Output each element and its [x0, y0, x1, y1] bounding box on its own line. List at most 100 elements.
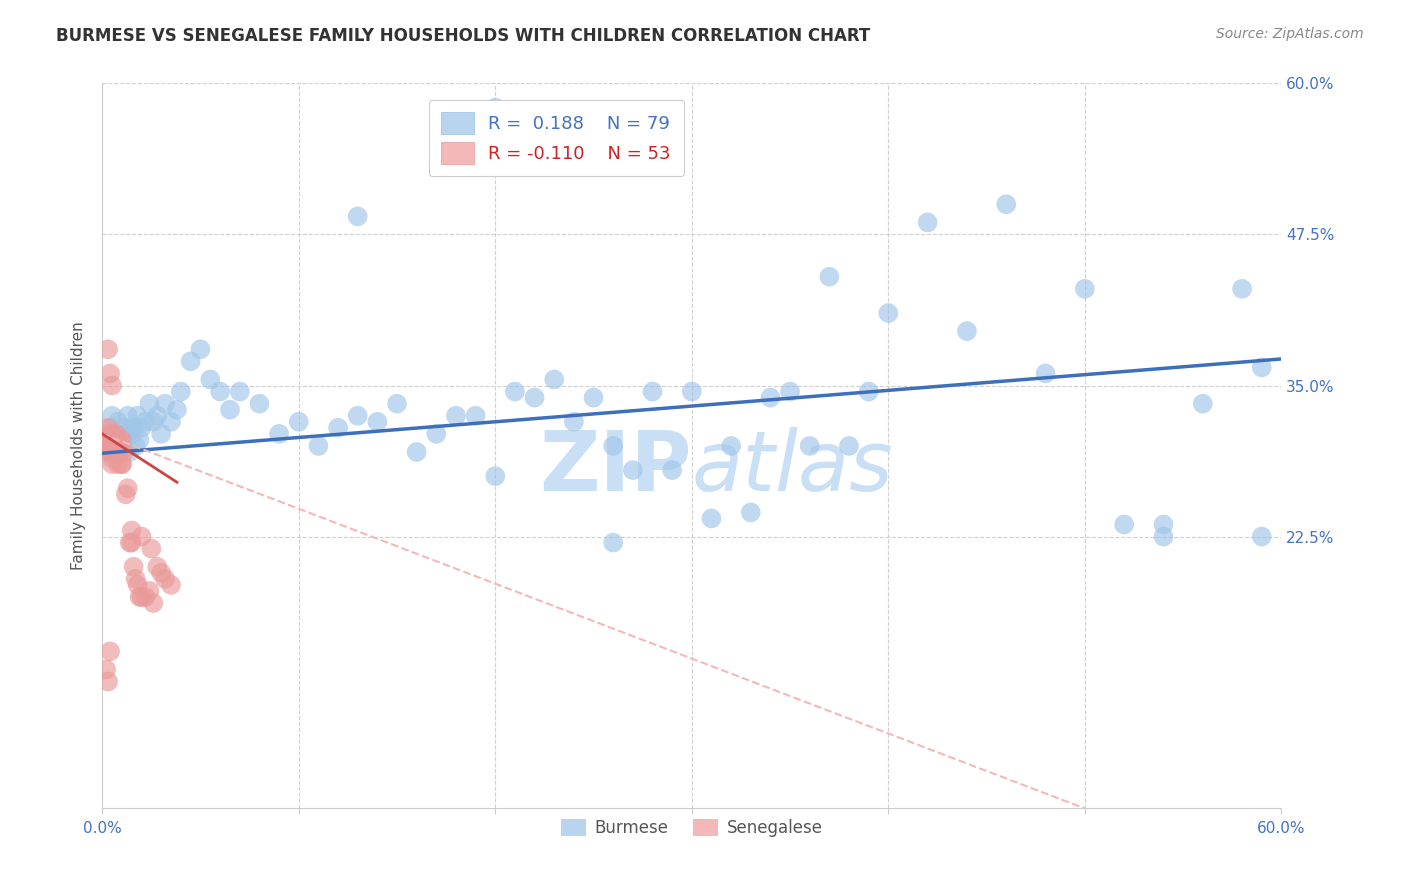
- Point: [153, 572, 176, 586]
- Point: [128, 590, 150, 604]
- Point: [229, 384, 252, 399]
- Point: [562, 415, 585, 429]
- Point: [287, 415, 309, 429]
- Point: [134, 590, 156, 604]
- Point: [740, 505, 762, 519]
- Point: [1114, 517, 1136, 532]
- Point: [108, 433, 131, 447]
- Point: [124, 439, 146, 453]
- Point: [103, 445, 125, 459]
- Point: [103, 439, 125, 453]
- Text: atlas: atlas: [692, 427, 893, 508]
- Point: [104, 439, 127, 453]
- Point: [97, 445, 120, 459]
- Point: [121, 535, 143, 549]
- Point: [94, 426, 117, 441]
- Point: [1074, 282, 1097, 296]
- Point: [385, 397, 408, 411]
- Point: [98, 445, 121, 459]
- Point: [142, 596, 165, 610]
- Point: [107, 445, 129, 459]
- Point: [122, 421, 145, 435]
- Point: [917, 215, 939, 229]
- Point: [543, 372, 565, 386]
- Point: [523, 391, 546, 405]
- Point: [127, 578, 149, 592]
- Point: [759, 391, 782, 405]
- Point: [956, 324, 979, 338]
- Point: [267, 426, 290, 441]
- Point: [108, 433, 131, 447]
- Point: [141, 541, 163, 556]
- Point: [98, 433, 121, 447]
- Point: [111, 439, 134, 453]
- Point: [995, 197, 1018, 211]
- Point: [107, 433, 129, 447]
- Point: [209, 384, 232, 399]
- Point: [112, 421, 135, 435]
- Point: [118, 445, 141, 459]
- Point: [1230, 282, 1253, 296]
- Point: [503, 384, 526, 399]
- Text: ZIP: ZIP: [540, 427, 692, 508]
- Point: [582, 391, 605, 405]
- Point: [131, 530, 153, 544]
- Point: [101, 378, 124, 392]
- Point: [114, 487, 136, 501]
- Legend: Burmese, Senegalese: Burmese, Senegalese: [554, 812, 830, 844]
- Point: [111, 433, 134, 447]
- Point: [118, 535, 141, 549]
- Point: [180, 354, 202, 368]
- Point: [117, 481, 139, 495]
- Point: [97, 674, 120, 689]
- Point: [97, 421, 120, 435]
- Point: [108, 445, 131, 459]
- Point: [146, 409, 169, 423]
- Point: [103, 445, 125, 459]
- Point: [107, 445, 129, 459]
- Point: [838, 439, 860, 453]
- Point: [1191, 397, 1213, 411]
- Point: [858, 384, 880, 399]
- Point: [117, 409, 139, 423]
- Point: [138, 397, 160, 411]
- Point: [700, 511, 723, 525]
- Point: [346, 409, 368, 423]
- Point: [1153, 530, 1175, 544]
- Point: [94, 439, 117, 453]
- Point: [720, 439, 742, 453]
- Point: [131, 590, 153, 604]
- Point: [122, 559, 145, 574]
- Point: [101, 409, 124, 423]
- Point: [134, 415, 156, 429]
- Y-axis label: Family Households with Children: Family Households with Children: [72, 322, 86, 570]
- Point: [661, 463, 683, 477]
- Point: [602, 535, 624, 549]
- Point: [219, 402, 242, 417]
- Point: [425, 426, 447, 441]
- Point: [112, 445, 135, 459]
- Text: BURMESE VS SENEGALESE FAMILY HOUSEHOLDS WITH CHILDREN CORRELATION CHART: BURMESE VS SENEGALESE FAMILY HOUSEHOLDS …: [56, 27, 870, 45]
- Point: [138, 583, 160, 598]
- Point: [160, 578, 183, 592]
- Point: [641, 384, 664, 399]
- Point: [166, 402, 188, 417]
- Point: [114, 426, 136, 441]
- Point: [146, 559, 169, 574]
- Point: [877, 306, 900, 320]
- Point: [1250, 530, 1272, 544]
- Point: [111, 457, 134, 471]
- Point: [93, 433, 115, 447]
- Point: [799, 439, 821, 453]
- Point: [779, 384, 801, 399]
- Point: [1250, 360, 1272, 375]
- Point: [444, 409, 467, 423]
- Point: [818, 269, 841, 284]
- Point: [142, 415, 165, 429]
- Point: [366, 415, 388, 429]
- Point: [131, 421, 153, 435]
- Point: [484, 469, 506, 483]
- Point: [101, 426, 124, 441]
- Point: [104, 426, 127, 441]
- Point: [153, 397, 176, 411]
